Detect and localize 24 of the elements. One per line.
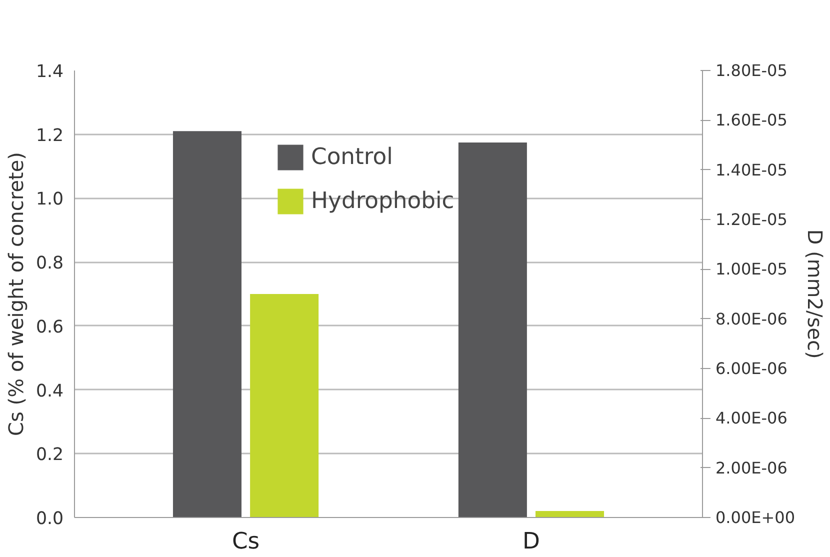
y-tick-label: 0.6 bbox=[36, 317, 64, 338]
y-tick-label: 1.4 bbox=[36, 62, 64, 82]
y2-tick-label: 1.40E-05 bbox=[716, 160, 788, 180]
y-tick-label: 0.2 bbox=[36, 445, 64, 466]
y2-tick-label: 4.00E-06 bbox=[716, 408, 788, 428]
y-tick-label: 0.4 bbox=[36, 381, 64, 402]
y2-tick-label: 8.00E-06 bbox=[716, 309, 788, 328]
legend-label: Hydrophobic bbox=[311, 188, 454, 214]
y2-tick-label: 1.80E-05 bbox=[716, 61, 788, 80]
y2-tick-label: 1.00E-05 bbox=[716, 260, 788, 279]
y-tick-label: 0.8 bbox=[36, 254, 64, 274]
x-tick-label: D bbox=[522, 528, 540, 554]
y-tick-label: 0.0 bbox=[36, 509, 64, 529]
y2-tick-label: 2.00E-06 bbox=[716, 458, 788, 478]
y2-tick-label: 1.20E-05 bbox=[716, 210, 788, 229]
x-tick-label: Cs bbox=[232, 528, 260, 554]
y-tick-label: 1.2 bbox=[36, 126, 64, 146]
y2-tick-label: 6.00E-06 bbox=[716, 359, 788, 378]
y-tick-label: 1.0 bbox=[36, 190, 64, 210]
y2-axis-title: D (mm2/sec) bbox=[803, 229, 827, 359]
legend-label: Control bbox=[311, 144, 393, 170]
y-axis-title: Cs (% of weight of concrete) bbox=[4, 152, 28, 436]
y2-tick-label: 1.60E-05 bbox=[716, 110, 788, 130]
y2-tick-label: 0.00E+00 bbox=[716, 508, 795, 527]
